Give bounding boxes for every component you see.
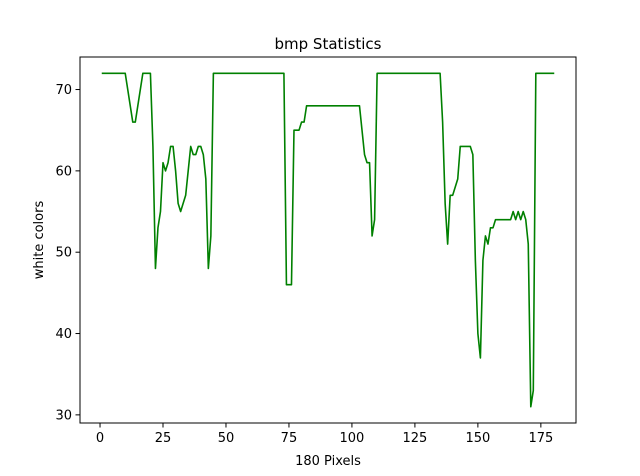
y-tick-label: 70 [55,83,72,98]
y-tick-label: 50 [55,246,72,261]
y-tick-label: 30 [55,408,72,423]
y-tick-label: 40 [55,327,72,342]
x-tick-label: 50 [218,431,235,446]
series-line-0 [101,72,555,408]
x-tick-label: 0 [96,431,104,446]
x-tick-label: 25 [155,431,172,446]
y-axis-label: white colors [32,201,47,280]
x-axis-label: 180 Pixels [295,454,361,469]
x-tick-label: 175 [528,431,553,446]
axes-frame [79,56,577,424]
y-tick-label: 60 [55,164,72,179]
x-tick-label: 125 [402,431,427,446]
x-tick-label: 150 [465,431,490,446]
x-tick-label: 100 [340,431,365,446]
x-tick-label: 75 [281,431,298,446]
chart-title: bmp Statistics [275,35,382,53]
plot-area: 0 25 50 75 100 125 150 175 30 40 50 60 70 [55,56,577,446]
